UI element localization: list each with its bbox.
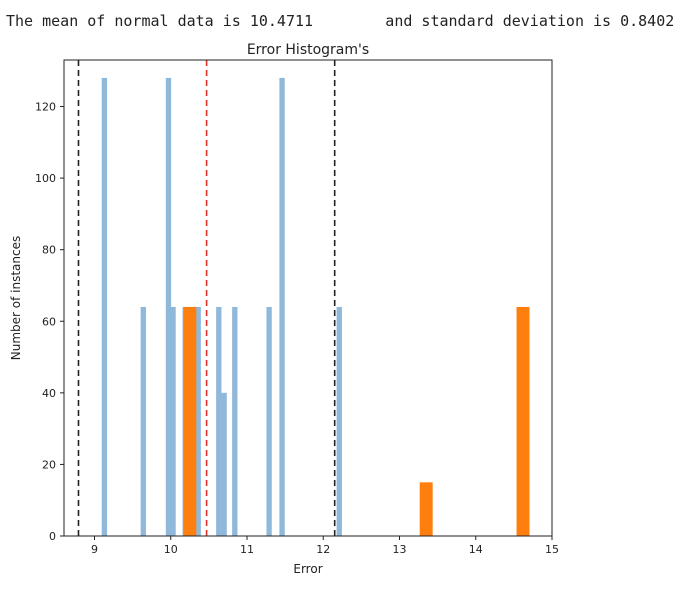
bar-series2-2	[419, 482, 433, 536]
x-tick-label: 10	[164, 543, 178, 556]
bar-series1-4	[170, 306, 176, 536]
x-axis-label: Error	[293, 562, 322, 576]
histogram-bars	[101, 77, 530, 536]
x-tick-label: 9	[91, 543, 98, 556]
x-tick-label: 12	[316, 543, 330, 556]
y-tick-label: 100	[35, 172, 56, 185]
y-tick-label: 120	[35, 101, 56, 114]
bar-series1-12	[336, 306, 342, 536]
bar-series2-1	[183, 306, 197, 536]
x-axis-ticks: 9 10 11 12 13 14 15	[91, 536, 559, 556]
y-axis-label: Number of instances	[9, 236, 23, 361]
bar-series1-10	[266, 306, 272, 536]
y-tick-label: 40	[42, 387, 56, 400]
x-tick-label: 13	[393, 543, 407, 556]
y-tick-label: 60	[42, 315, 56, 328]
x-tick-label: 11	[240, 543, 254, 556]
bar-series1-8	[221, 392, 227, 536]
y-axis-ticks: 0 20 40 60 80 100 120	[35, 101, 64, 543]
bar-series1-1	[101, 77, 108, 536]
y-tick-label: 20	[42, 458, 56, 471]
bar-series1-2	[140, 306, 146, 536]
bar-series1-9	[232, 306, 238, 536]
output-text: The mean of normal data is 10.4711 and s…	[6, 12, 675, 30]
bar-series2-3	[516, 306, 530, 536]
reference-lines	[77, 60, 336, 536]
bar-series1-6	[195, 306, 201, 536]
bar-series1-7	[216, 306, 222, 536]
bar-series1-11	[279, 77, 285, 536]
bar-series1-3	[165, 77, 172, 536]
x-tick-label: 15	[545, 543, 559, 556]
y-tick-label: 0	[49, 530, 56, 543]
x-tick-label: 14	[469, 543, 483, 556]
plot-frame	[63, 59, 553, 537]
y-tick-label: 80	[42, 244, 56, 257]
chart-title: Error Histogram's	[247, 42, 369, 58]
